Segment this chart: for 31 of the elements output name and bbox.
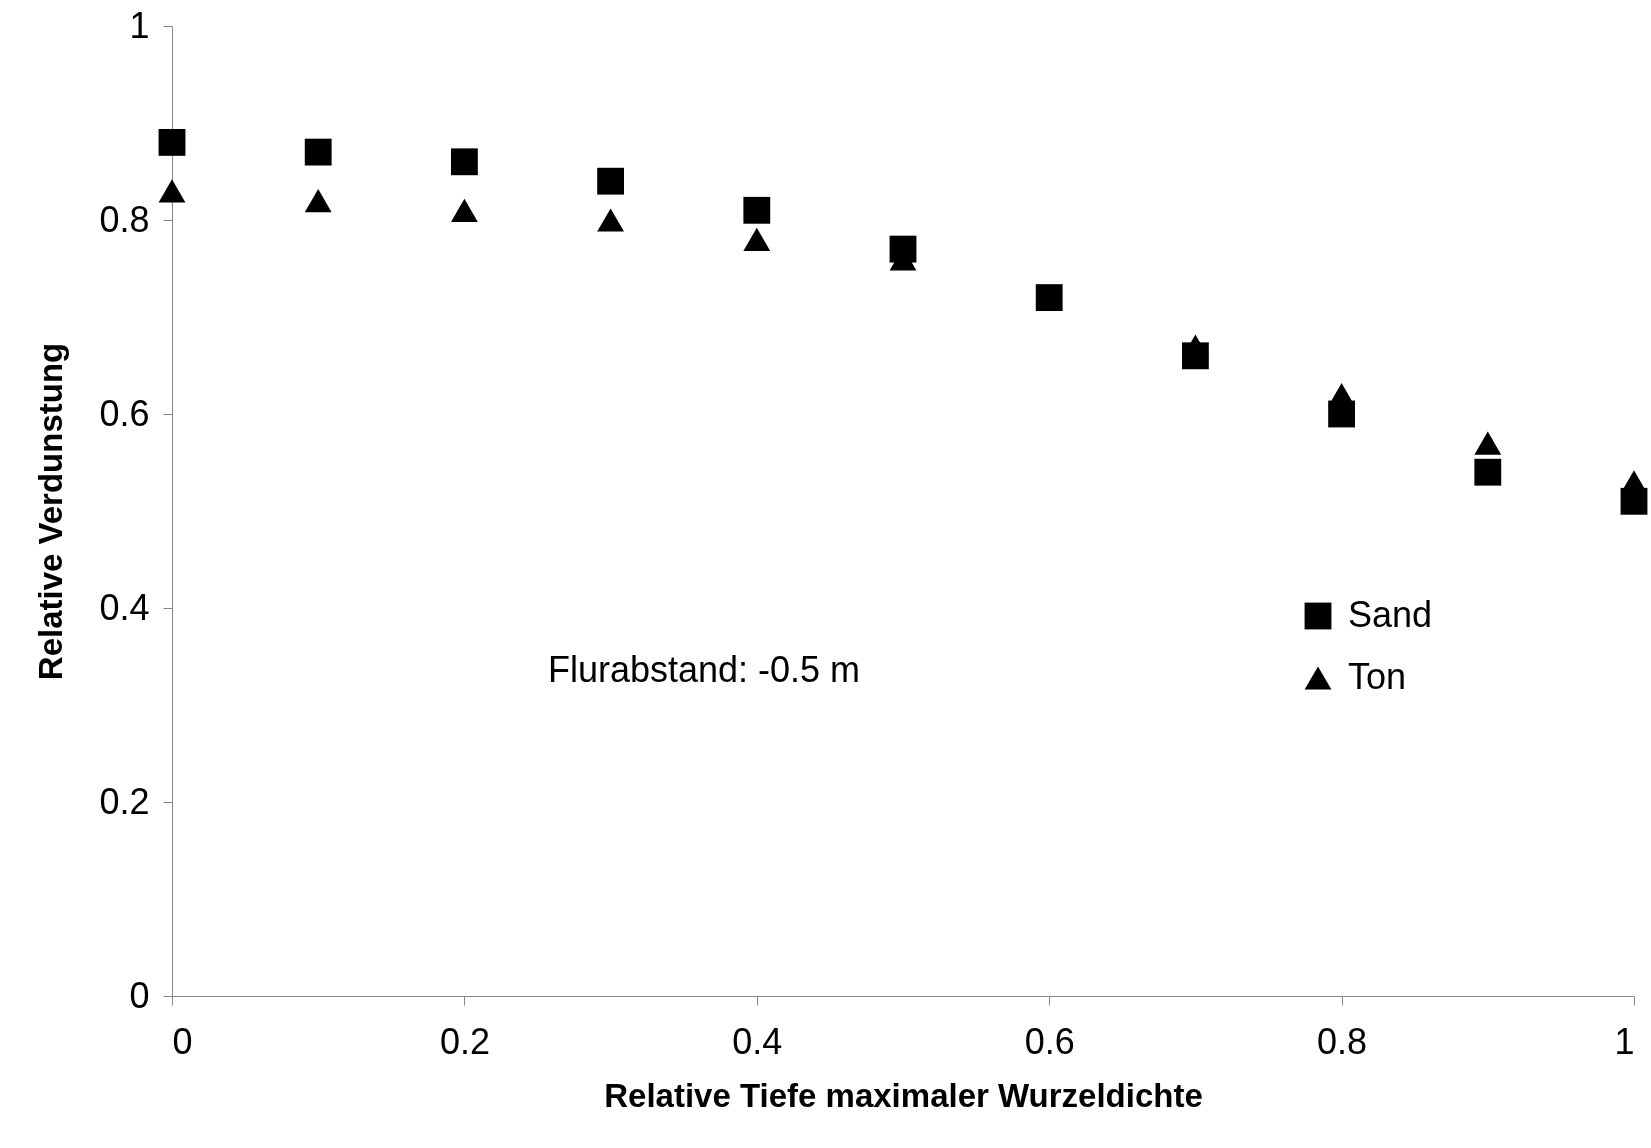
x-axis-title: Relative Tiefe maximaler Wurzeldichte — [604, 1076, 1203, 1114]
point — [1035, 284, 1063, 312]
y-tick-label: 0.4 — [99, 586, 150, 628]
x-tick-label: 1 — [1614, 1020, 1635, 1062]
point — [304, 138, 332, 166]
annotation: Flurabstand: -0.5 m — [547, 649, 861, 690]
point — [158, 128, 186, 156]
legend-label: Sand — [1348, 594, 1433, 635]
y-tick-label: 0.6 — [99, 392, 150, 434]
x-tick-label: 0.6 — [1024, 1020, 1075, 1062]
point — [304, 188, 332, 213]
x-tick-label: 0.8 — [1317, 1020, 1368, 1062]
y-axis-title: Relative Verdunstung — [32, 342, 70, 681]
point — [597, 208, 625, 232]
y-tick-label: 0 — [129, 974, 150, 1016]
point — [743, 196, 771, 224]
point — [597, 167, 625, 195]
point — [1474, 458, 1502, 486]
point — [1620, 470, 1648, 494]
x-tick-label: 0.2 — [439, 1020, 490, 1062]
y-tick-label: 0.8 — [99, 198, 150, 240]
point — [1474, 431, 1502, 455]
x-tick-label: 0.4 — [732, 1020, 783, 1062]
x-tick-label: 0 — [172, 1020, 193, 1062]
point — [450, 148, 478, 176]
y-tick-label: 0.2 — [99, 780, 150, 822]
point — [158, 179, 186, 203]
point — [450, 198, 478, 222]
y-tick-label: 1 — [129, 4, 150, 46]
legend-label: Ton — [1348, 656, 1407, 697]
point — [743, 227, 771, 252]
